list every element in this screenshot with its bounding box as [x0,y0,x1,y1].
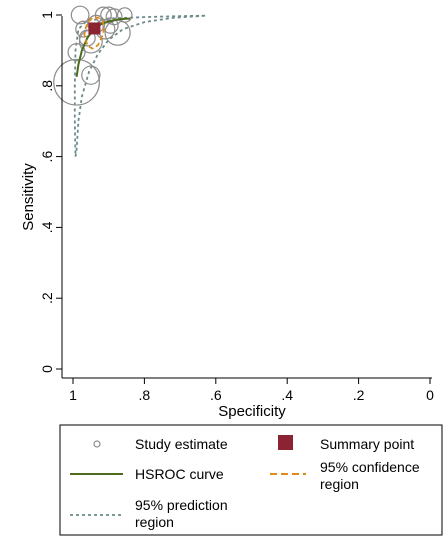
confidence-region-path [83,16,106,50]
summary-point-layer [88,22,101,35]
x-axis-title: Specificity [218,403,286,420]
prediction-region-path [73,14,206,157]
study-estimates-layer [53,5,133,106]
y-tick-label: 0 [39,365,55,373]
y-tick-label: .6 [39,151,55,163]
y-tick-label: .8 [39,80,55,92]
study-estimate-point [53,58,100,106]
legend-hsroc-label: HSROC curve [135,466,224,482]
confidence-region-layer [83,16,106,50]
y-axis-title: Sensitivity [20,163,37,231]
study-estimate-point [81,65,101,85]
y-tick-label: .2 [39,292,55,304]
study-estimate-point [105,8,123,26]
x-tick-label: .2 [353,387,365,403]
legend-prediction-label-line2: region [135,514,174,530]
prediction-region-layer [73,14,206,157]
x-tick-label: .6 [210,387,222,403]
study-estimate-point [70,5,90,25]
legend-confidence-label-line1: 95% confidence [320,459,420,475]
x-tick-label: .4 [281,387,293,403]
legend-box [59,424,443,536]
study-estimate-point [67,43,86,62]
legend-confidence-label-line2: region [320,476,359,492]
study-estimate-point [78,29,96,47]
x-tick-label: 1 [69,387,77,403]
legend-prediction-label-line1: 95% prediction [135,497,228,513]
x-tick-label: .8 [139,387,151,403]
legend-study-symbol [93,440,101,448]
legend: Study estimate Summary point HSROC curve… [59,424,443,536]
legend-summary-label: Summary point [320,436,414,452]
x-axis-ticks: 1 .8 .6 .4 .2 0 [69,378,434,403]
x-tick-label: 0 [426,387,434,403]
legend-study-label: Study estimate [135,436,228,452]
summary-point-marker [88,22,101,35]
y-axis-ticks: 0 .2 .4 .6 .8 1 [39,11,62,373]
y-tick-label: 1 [39,11,55,19]
y-tick-label: .4 [39,221,55,233]
legend-summary-symbol [278,435,293,450]
